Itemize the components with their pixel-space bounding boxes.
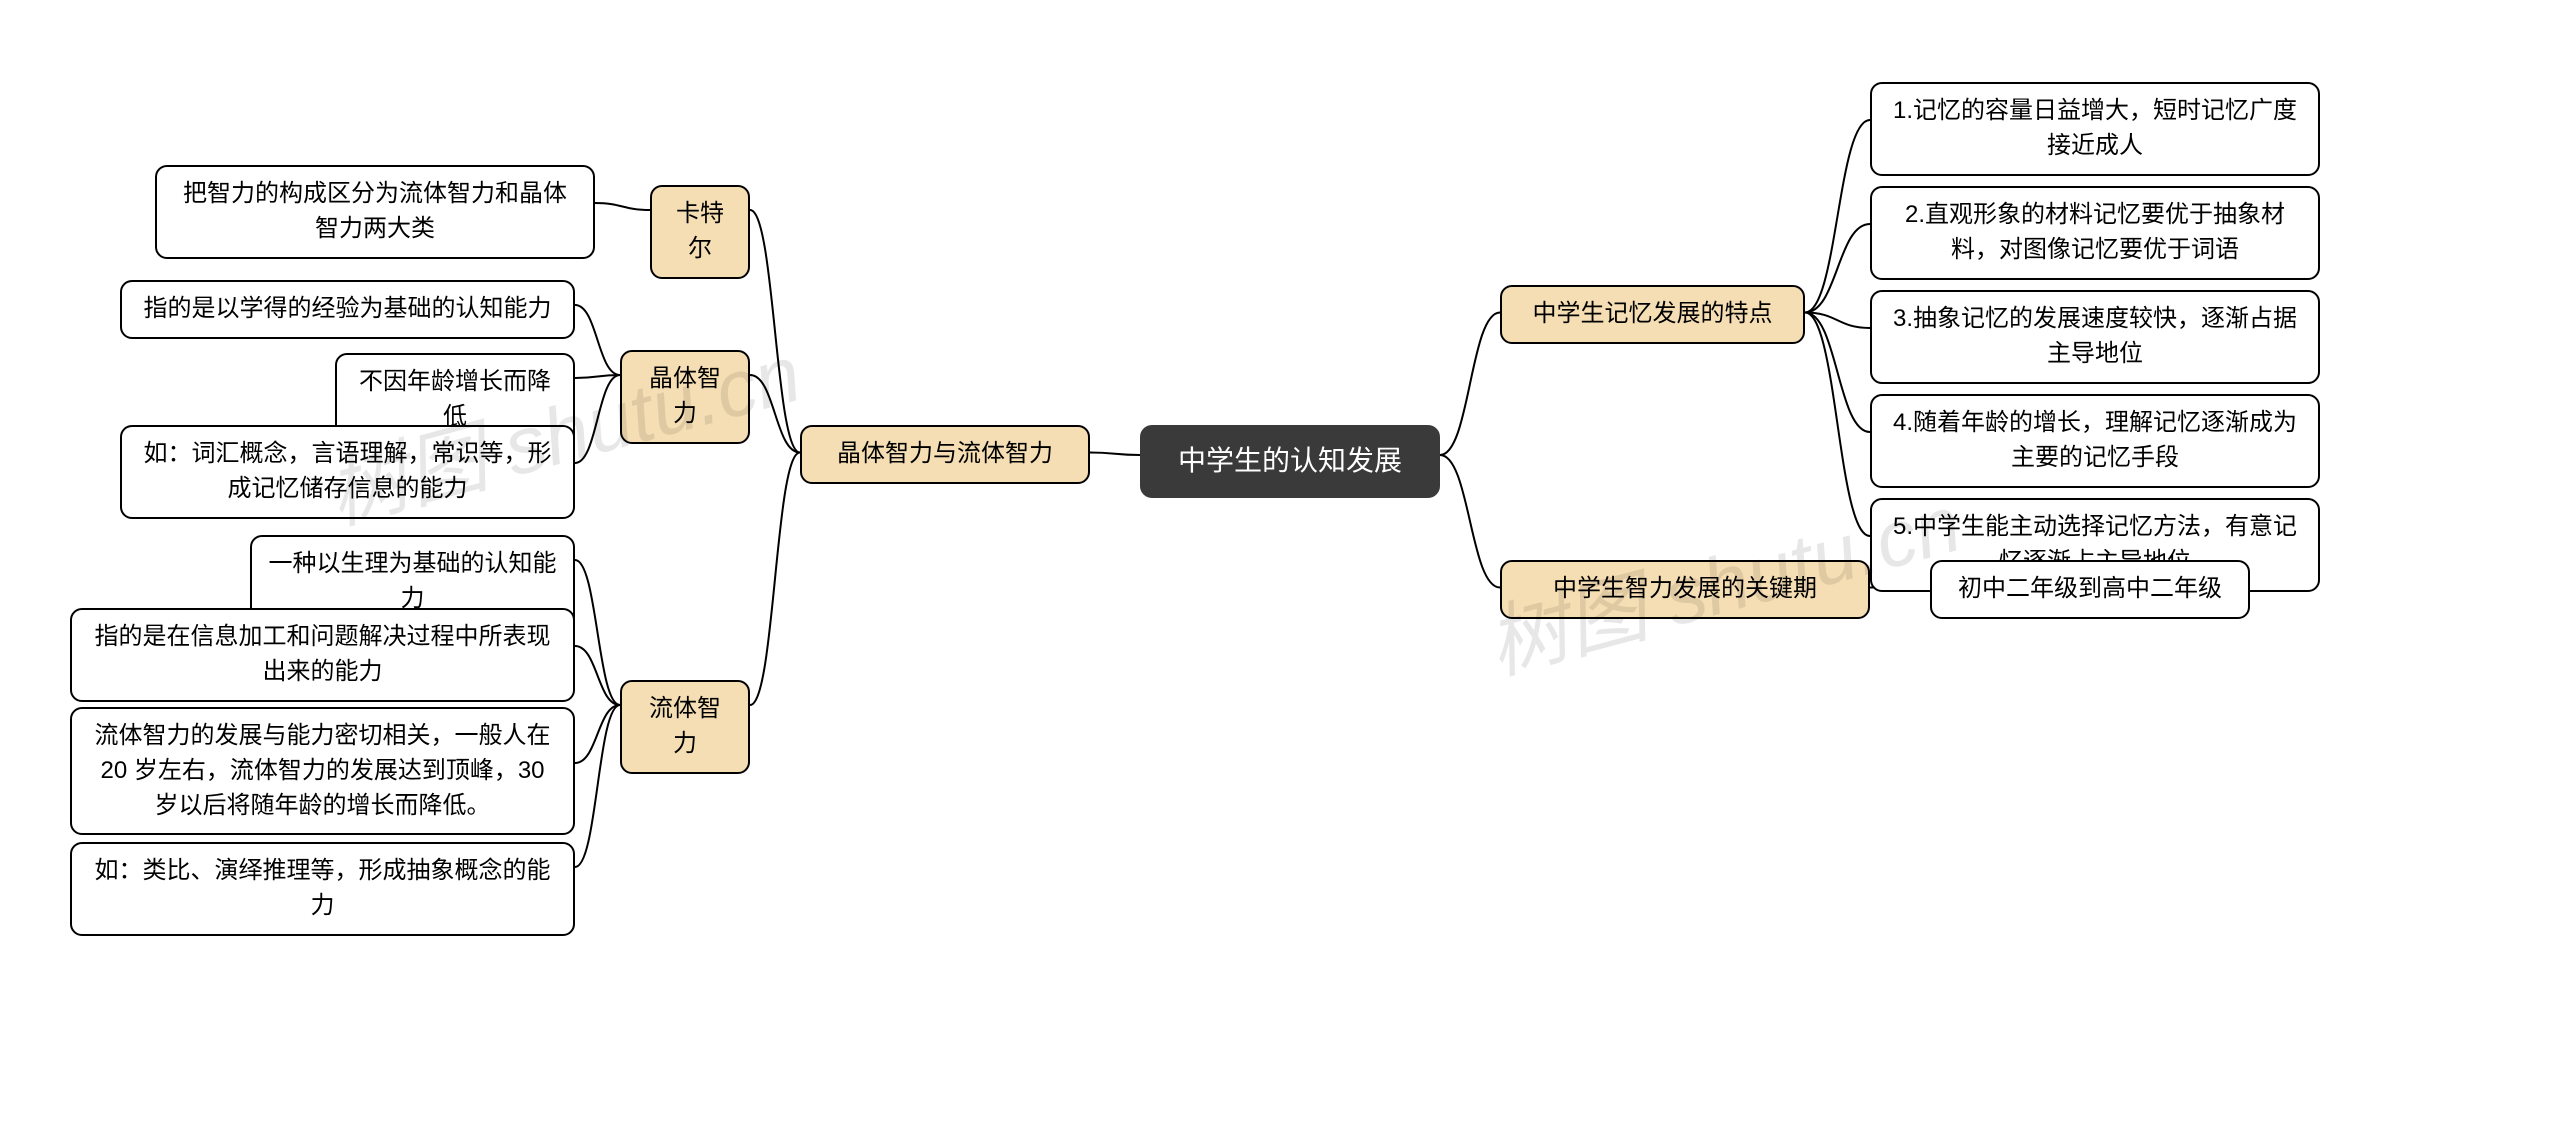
- right-branch2: 中学生智力发展的关键期: [1500, 560, 1870, 619]
- left-branch1: 晶体智力与流体智力: [800, 425, 1090, 484]
- left-sub2: 晶体智力: [620, 350, 750, 444]
- root-node: 中学生的认知发展: [1140, 425, 1440, 498]
- right-branch1: 中学生记忆发展的特点: [1500, 285, 1805, 344]
- left-sub3-item-3: 如：类比、演绎推理等，形成抽象概念的能力: [70, 842, 575, 936]
- right-branch1-item-1: 2.直观形象的材料记忆要优于抽象材料，对图像记忆要优于词语: [1870, 186, 2320, 280]
- left-sub2-item-0: 指的是以学得的经验为基础的认知能力: [120, 280, 575, 339]
- left-sub3: 流体智力: [620, 680, 750, 774]
- left-sub3-item-1: 指的是在信息加工和问题解决过程中所表现出来的能力: [70, 608, 575, 702]
- left-sub2-item-2: 如：词汇概念，言语理解，常识等，形成记忆储存信息的能力: [120, 425, 575, 519]
- right-branch1-item-3: 4.随着年龄的增长，理解记忆逐渐成为主要的记忆手段: [1870, 394, 2320, 488]
- right-branch1-item-0: 1.记忆的容量日益增大，短时记忆广度接近成人: [1870, 82, 2320, 176]
- left-sub3-item-2: 流体智力的发展与能力密切相关，一般人在 20 岁左右，流体智力的发展达到顶峰，3…: [70, 707, 575, 835]
- right-branch2-item-0: 初中二年级到高中二年级: [1930, 560, 2250, 619]
- left-sub1-item-0: 把智力的构成区分为流体智力和晶体智力两大类: [155, 165, 595, 259]
- left-sub1: 卡特尔: [650, 185, 750, 279]
- right-branch1-item-2: 3.抽象记忆的发展速度较快，逐渐占据主导地位: [1870, 290, 2320, 384]
